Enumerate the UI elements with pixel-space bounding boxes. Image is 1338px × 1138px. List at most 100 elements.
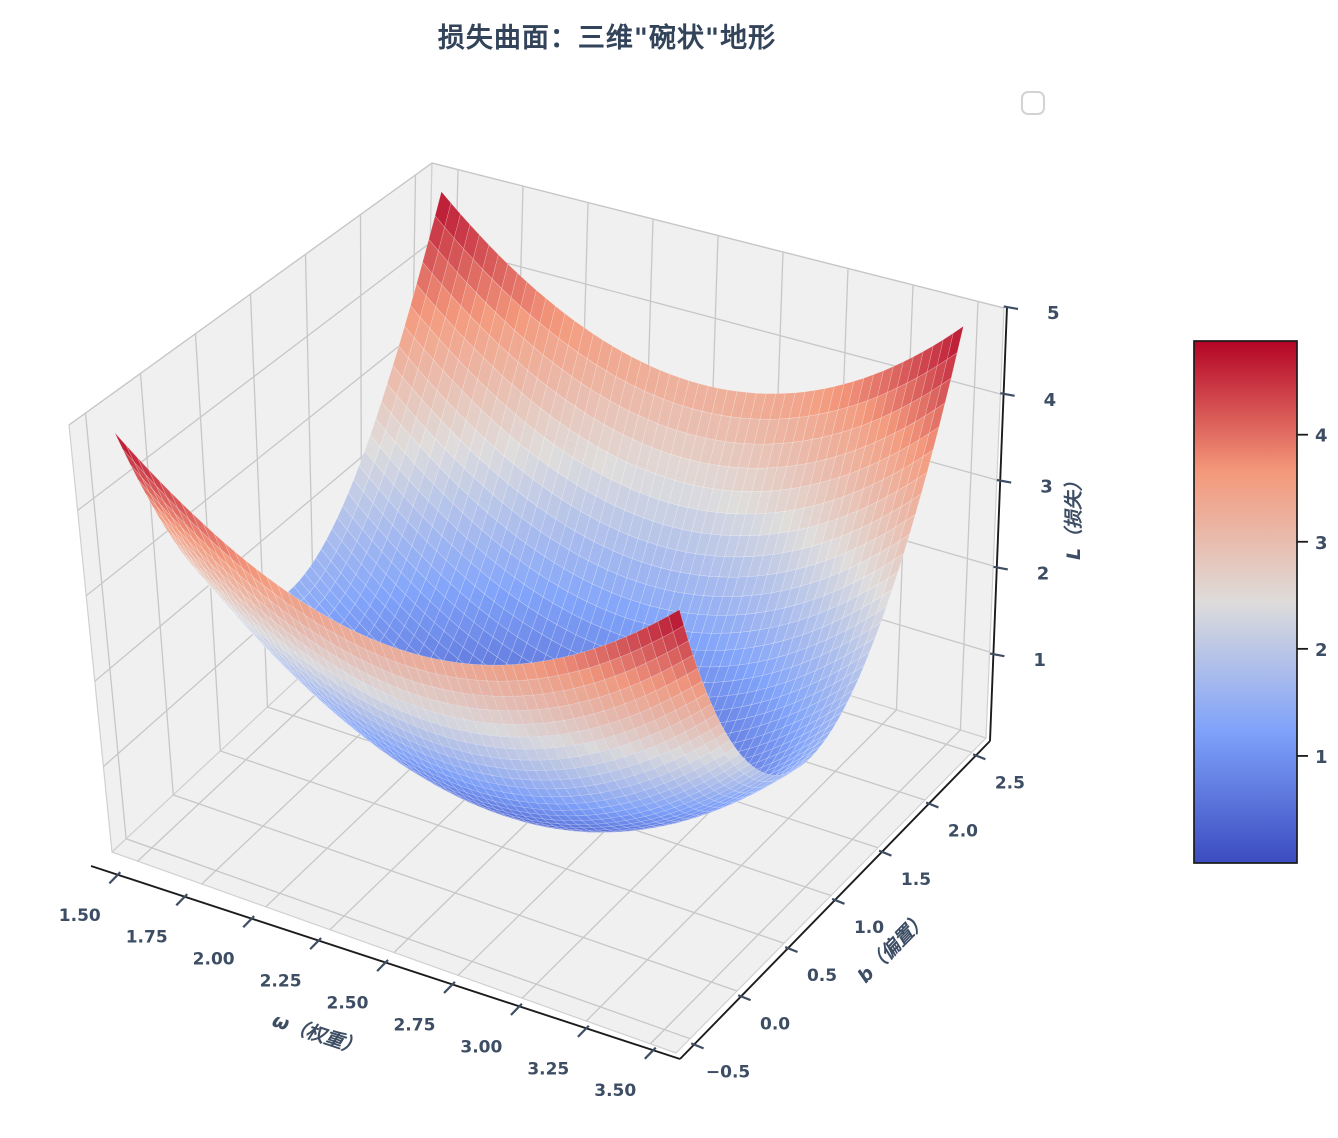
y-tick-mark <box>737 994 751 1002</box>
surface-facet <box>159 518 178 543</box>
x-tick-mark <box>175 893 189 907</box>
y-tick-mark <box>690 1042 704 1050</box>
z-tick-mark <box>1000 392 1015 397</box>
loss-surface <box>114 191 964 833</box>
surface-facet <box>156 505 175 532</box>
surface-facet <box>136 457 157 486</box>
surface-facet <box>342 492 359 519</box>
surface-facet <box>340 562 357 585</box>
surface-facet <box>800 752 816 765</box>
y-tick-label: 2.0 <box>948 822 978 842</box>
surface-facet <box>805 745 822 759</box>
x-tick-mark <box>577 1024 590 1038</box>
x-tick-label: 3.50 <box>594 1081 636 1101</box>
x-tick-label: 2.25 <box>260 972 302 992</box>
x-tick-mark <box>309 937 322 950</box>
colorbar-tick-label: 2 <box>1315 640 1328 661</box>
grid-y-left <box>139 373 174 795</box>
y-tick-label: 1.5 <box>901 870 931 890</box>
surface-facet <box>130 464 150 493</box>
x-tick-mark <box>108 871 122 885</box>
y-tick-label: 0.5 <box>807 966 837 986</box>
x-tick-label: 2.50 <box>327 994 369 1014</box>
y-tick-mark <box>878 849 892 857</box>
x-tick-label: 2.00 <box>193 950 235 970</box>
surface-facet <box>337 505 353 530</box>
z-axis-spine <box>989 306 1008 742</box>
x-tick-label: 1.50 <box>59 906 101 926</box>
z-tick-label: 1 <box>1033 650 1046 671</box>
chart-title: 损失曲面：三维"碗状"地形 <box>437 23 777 54</box>
surface-facet <box>434 191 452 228</box>
surface-facet <box>309 585 325 605</box>
axes: 1.50 1.75 2.00 2.25 2.50 2.75 3.00 3.25 3.50 −0.5… <box>59 303 1085 1101</box>
y-tick-label: −0.5 <box>706 1063 750 1083</box>
surface-facet <box>749 770 765 780</box>
z-tick-label: 2 <box>1037 563 1050 584</box>
surface-facet <box>187 559 205 581</box>
surface-facet <box>145 493 164 520</box>
y-tick-label: 0.0 <box>760 1014 790 1034</box>
y-tick-label: 2.5 <box>995 773 1025 793</box>
grid-z-left <box>68 162 433 426</box>
surface-facet <box>137 479 157 507</box>
legend-box[interactable] <box>1021 91 1045 115</box>
y-tick-mark <box>925 801 939 809</box>
grid-y-left <box>84 413 127 839</box>
surface-facet <box>842 678 859 698</box>
surface-facet <box>330 551 347 574</box>
y-tick-mark <box>784 946 798 954</box>
x-tick-label: 2.75 <box>393 1015 435 1035</box>
surface-facet <box>353 465 370 492</box>
surface-facet <box>368 462 385 490</box>
z-tick-label: 4 <box>1044 390 1057 411</box>
z-tick-mark <box>993 565 1008 571</box>
grid-x-back <box>959 301 979 731</box>
x-tick-mark <box>443 981 456 994</box>
z-tick-label: 3 <box>1040 477 1053 498</box>
y-tick-mark <box>831 897 845 905</box>
surface-facet <box>946 326 964 360</box>
surface-facet <box>810 738 827 753</box>
colorbar-tick-label: 4 <box>1315 426 1328 447</box>
surface-facet <box>325 560 342 583</box>
surface-facet <box>826 711 843 729</box>
surface-facet <box>794 757 811 770</box>
z-axis-title: L（损失） <box>1063 472 1085 560</box>
x-tick-mark <box>644 1046 657 1060</box>
x-tick-mark <box>510 1003 523 1016</box>
surface-facet <box>166 529 185 554</box>
surface-facet <box>114 432 135 462</box>
grid-z-left <box>85 322 429 597</box>
x-tick-label: 3.25 <box>527 1059 569 1079</box>
surface-facet <box>668 609 685 632</box>
grid-y-floor <box>220 750 785 944</box>
z-tick-mark <box>1003 305 1019 311</box>
surface-facet <box>331 517 348 542</box>
y-tick-mark <box>972 753 986 761</box>
grid-y-floor <box>173 794 738 992</box>
colorbar: 1 2 3 4 <box>1193 340 1328 864</box>
grid-y-floor <box>125 838 691 1040</box>
surface-facet <box>363 477 379 504</box>
colorbar-tick-label: 3 <box>1315 533 1328 554</box>
surface-facet <box>335 572 351 594</box>
colorbar-gradient <box>1193 340 1298 864</box>
z-tick-mark <box>996 478 1012 484</box>
surface-facet <box>347 479 364 506</box>
y-tick-label: 1.0 <box>854 918 884 938</box>
grid-z-back <box>431 162 1005 309</box>
x-tick-label: 3.00 <box>460 1037 502 1057</box>
z-tick-label: 5 <box>1047 303 1060 324</box>
x-tick-mark <box>376 959 389 972</box>
x-axis-title: ω（权重） <box>269 1009 364 1059</box>
surface-facet <box>848 665 865 685</box>
x-tick-label: 1.75 <box>126 928 168 948</box>
colorbar-tick-label: 1 <box>1315 747 1328 768</box>
surface-facet <box>859 637 876 659</box>
z-tick-mark <box>989 652 1005 658</box>
x-tick-mark <box>242 915 255 929</box>
surface-facet <box>789 762 806 774</box>
